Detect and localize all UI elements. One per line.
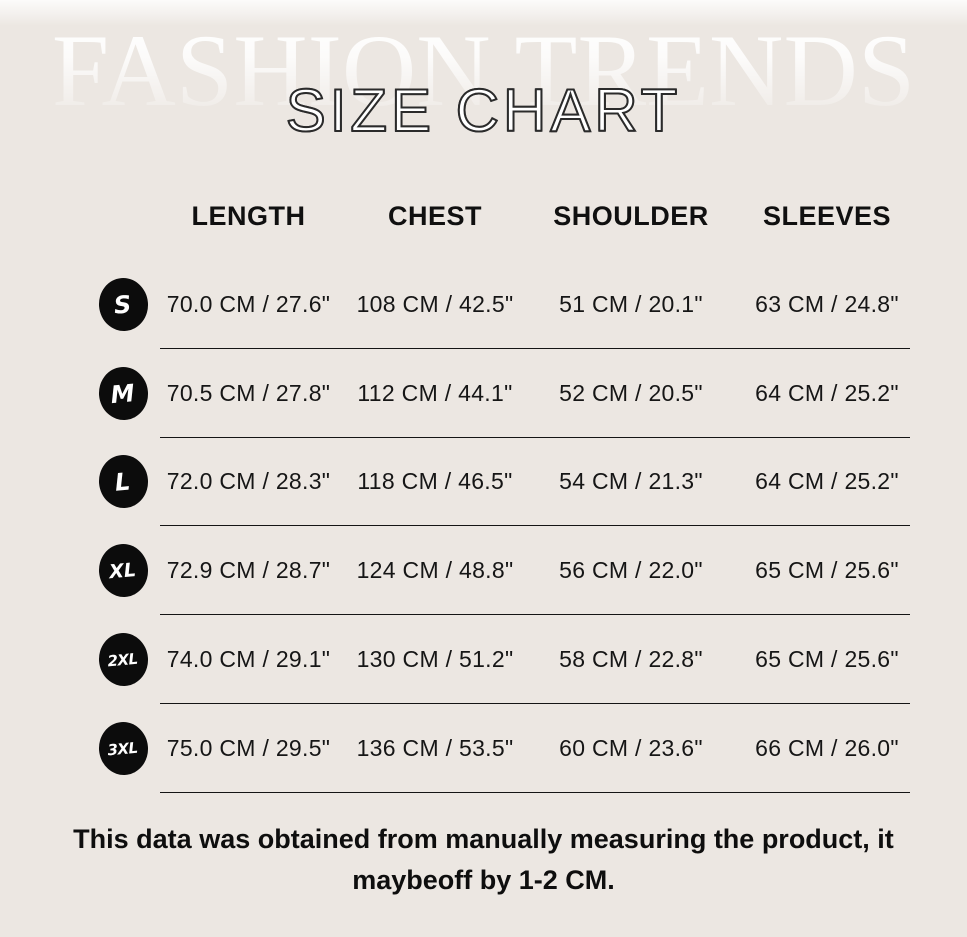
measurement-cell-sleeves: 65 CM / 25.6" [755, 557, 899, 584]
column-header-length: LENGTH [191, 200, 306, 231]
measurement-cell-length: 70.5 CM / 27.8" [166, 379, 331, 406]
column-header-shoulder: SHOULDER [553, 200, 709, 231]
page-title: SIZE CHART [285, 76, 682, 145]
column-header-sleeves: SLEEVES [762, 200, 892, 231]
badge-cell: L [0, 453, 160, 511]
measurement-cell-sleeves: 65 CM / 25.6" [755, 646, 899, 673]
measurement-cell-length: 74.0 CM / 29.1" [166, 646, 331, 673]
measurement-cell-shoulder: 54 CM / 21.3" [559, 468, 703, 495]
badge-cell: 3XL [0, 719, 160, 777]
measurement-cell-shoulder: 60 CM / 23.6" [559, 734, 703, 761]
column-header-chest: CHEST [387, 200, 482, 231]
watermark-text: FASHION TRENDS [51, 14, 916, 128]
measurement-cell-length: 72.9 CM / 28.7" [166, 557, 331, 584]
measurement-cell-length: 75.0 CM / 29.5" [166, 734, 331, 761]
measurement-cell-shoulder: 52 CM / 20.5" [559, 379, 703, 406]
size-badge-s: S [96, 275, 151, 333]
size-badge-m: M [96, 364, 151, 422]
disclaimer-line-2: maybeoff by 1-2 CM. [352, 864, 615, 895]
table-row-s: S 70.0 CM / 27.6" 108 CM / 42.5" 51 CM /… [0, 260, 967, 349]
size-badge-l: L [96, 453, 151, 511]
measurement-cell-length: 72.0 CM / 28.3" [166, 468, 331, 495]
measurement-cell-chest: 108 CM / 42.5" [356, 290, 514, 317]
measurement-cell-shoulder: 51 CM / 20.1" [559, 290, 703, 317]
table-row-3xl: 3XL 75.0 CM / 29.5" 136 CM / 53.5" 60 CM… [0, 704, 967, 793]
measurement-cell-sleeves: 64 CM / 25.2" [755, 379, 899, 406]
measurement-cell-sleeves: 63 CM / 24.8" [755, 290, 899, 317]
hero-header: FASHION TRENDS SIZE CHART [0, 0, 967, 172]
measurement-cell-sleeves: 66 CM / 26.0" [755, 734, 899, 761]
measurement-cell-chest: 112 CM / 44.1" [357, 379, 513, 406]
table-row-l: L 72.0 CM / 28.3" 118 CM / 46.5" 54 CM /… [0, 438, 967, 527]
disclaimer-line-1: This data was obtained from manually mea… [73, 823, 894, 854]
measurement-cell-length: 70.0 CM / 27.6" [166, 290, 331, 317]
measurement-cell-shoulder: 58 CM / 22.8" [559, 646, 703, 673]
table-row-m: M 70.5 CM / 27.8" 112 CM / 44.1" 52 CM /… [0, 349, 967, 438]
size-badge-xl: XL [96, 542, 151, 600]
measurement-cell-chest: 136 CM / 53.5" [356, 734, 514, 761]
table-header-row: LENGTH CHEST SHOULDER SLEEVES [0, 172, 967, 260]
measurement-cell-shoulder: 56 CM / 22.0" [559, 557, 703, 584]
badge-cell: 2XL [0, 631, 160, 689]
badge-cell: XL [0, 542, 160, 600]
table-row-2xl: 2XL 74.0 CM / 29.1" 130 CM / 51.2" 58 CM… [0, 615, 967, 704]
size-badge-3xl: 3XL [96, 719, 151, 777]
measurement-cell-chest: 130 CM / 51.2" [356, 646, 514, 673]
size-badge-2xl: 2XL [96, 631, 151, 689]
measurement-cell-chest: 118 CM / 46.5" [357, 468, 513, 495]
measurement-cell-sleeves: 64 CM / 25.2" [755, 468, 899, 495]
size-chart-table: LENGTH CHEST SHOULDER SLEEVES S 70.0 CM … [0, 172, 967, 793]
badge-cell: S [0, 275, 160, 333]
disclaimer-note: This data was obtained from manually mea… [0, 793, 967, 901]
measurement-cell-chest: 124 CM / 48.8" [356, 557, 514, 584]
badge-cell: M [0, 364, 160, 422]
table-row-xl: XL 72.9 CM / 28.7" 124 CM / 48.8" 56 CM … [0, 526, 967, 615]
